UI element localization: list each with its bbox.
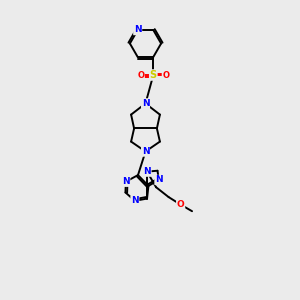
Text: S: S bbox=[150, 70, 157, 80]
Text: N: N bbox=[142, 99, 149, 108]
Text: N: N bbox=[142, 147, 149, 156]
Text: N: N bbox=[122, 177, 130, 186]
Text: N: N bbox=[131, 196, 139, 205]
Text: O: O bbox=[177, 200, 184, 209]
Text: N: N bbox=[134, 26, 142, 34]
Text: N: N bbox=[143, 167, 151, 176]
Text: N: N bbox=[155, 176, 163, 184]
Text: O: O bbox=[137, 70, 144, 80]
Text: O: O bbox=[162, 70, 169, 80]
